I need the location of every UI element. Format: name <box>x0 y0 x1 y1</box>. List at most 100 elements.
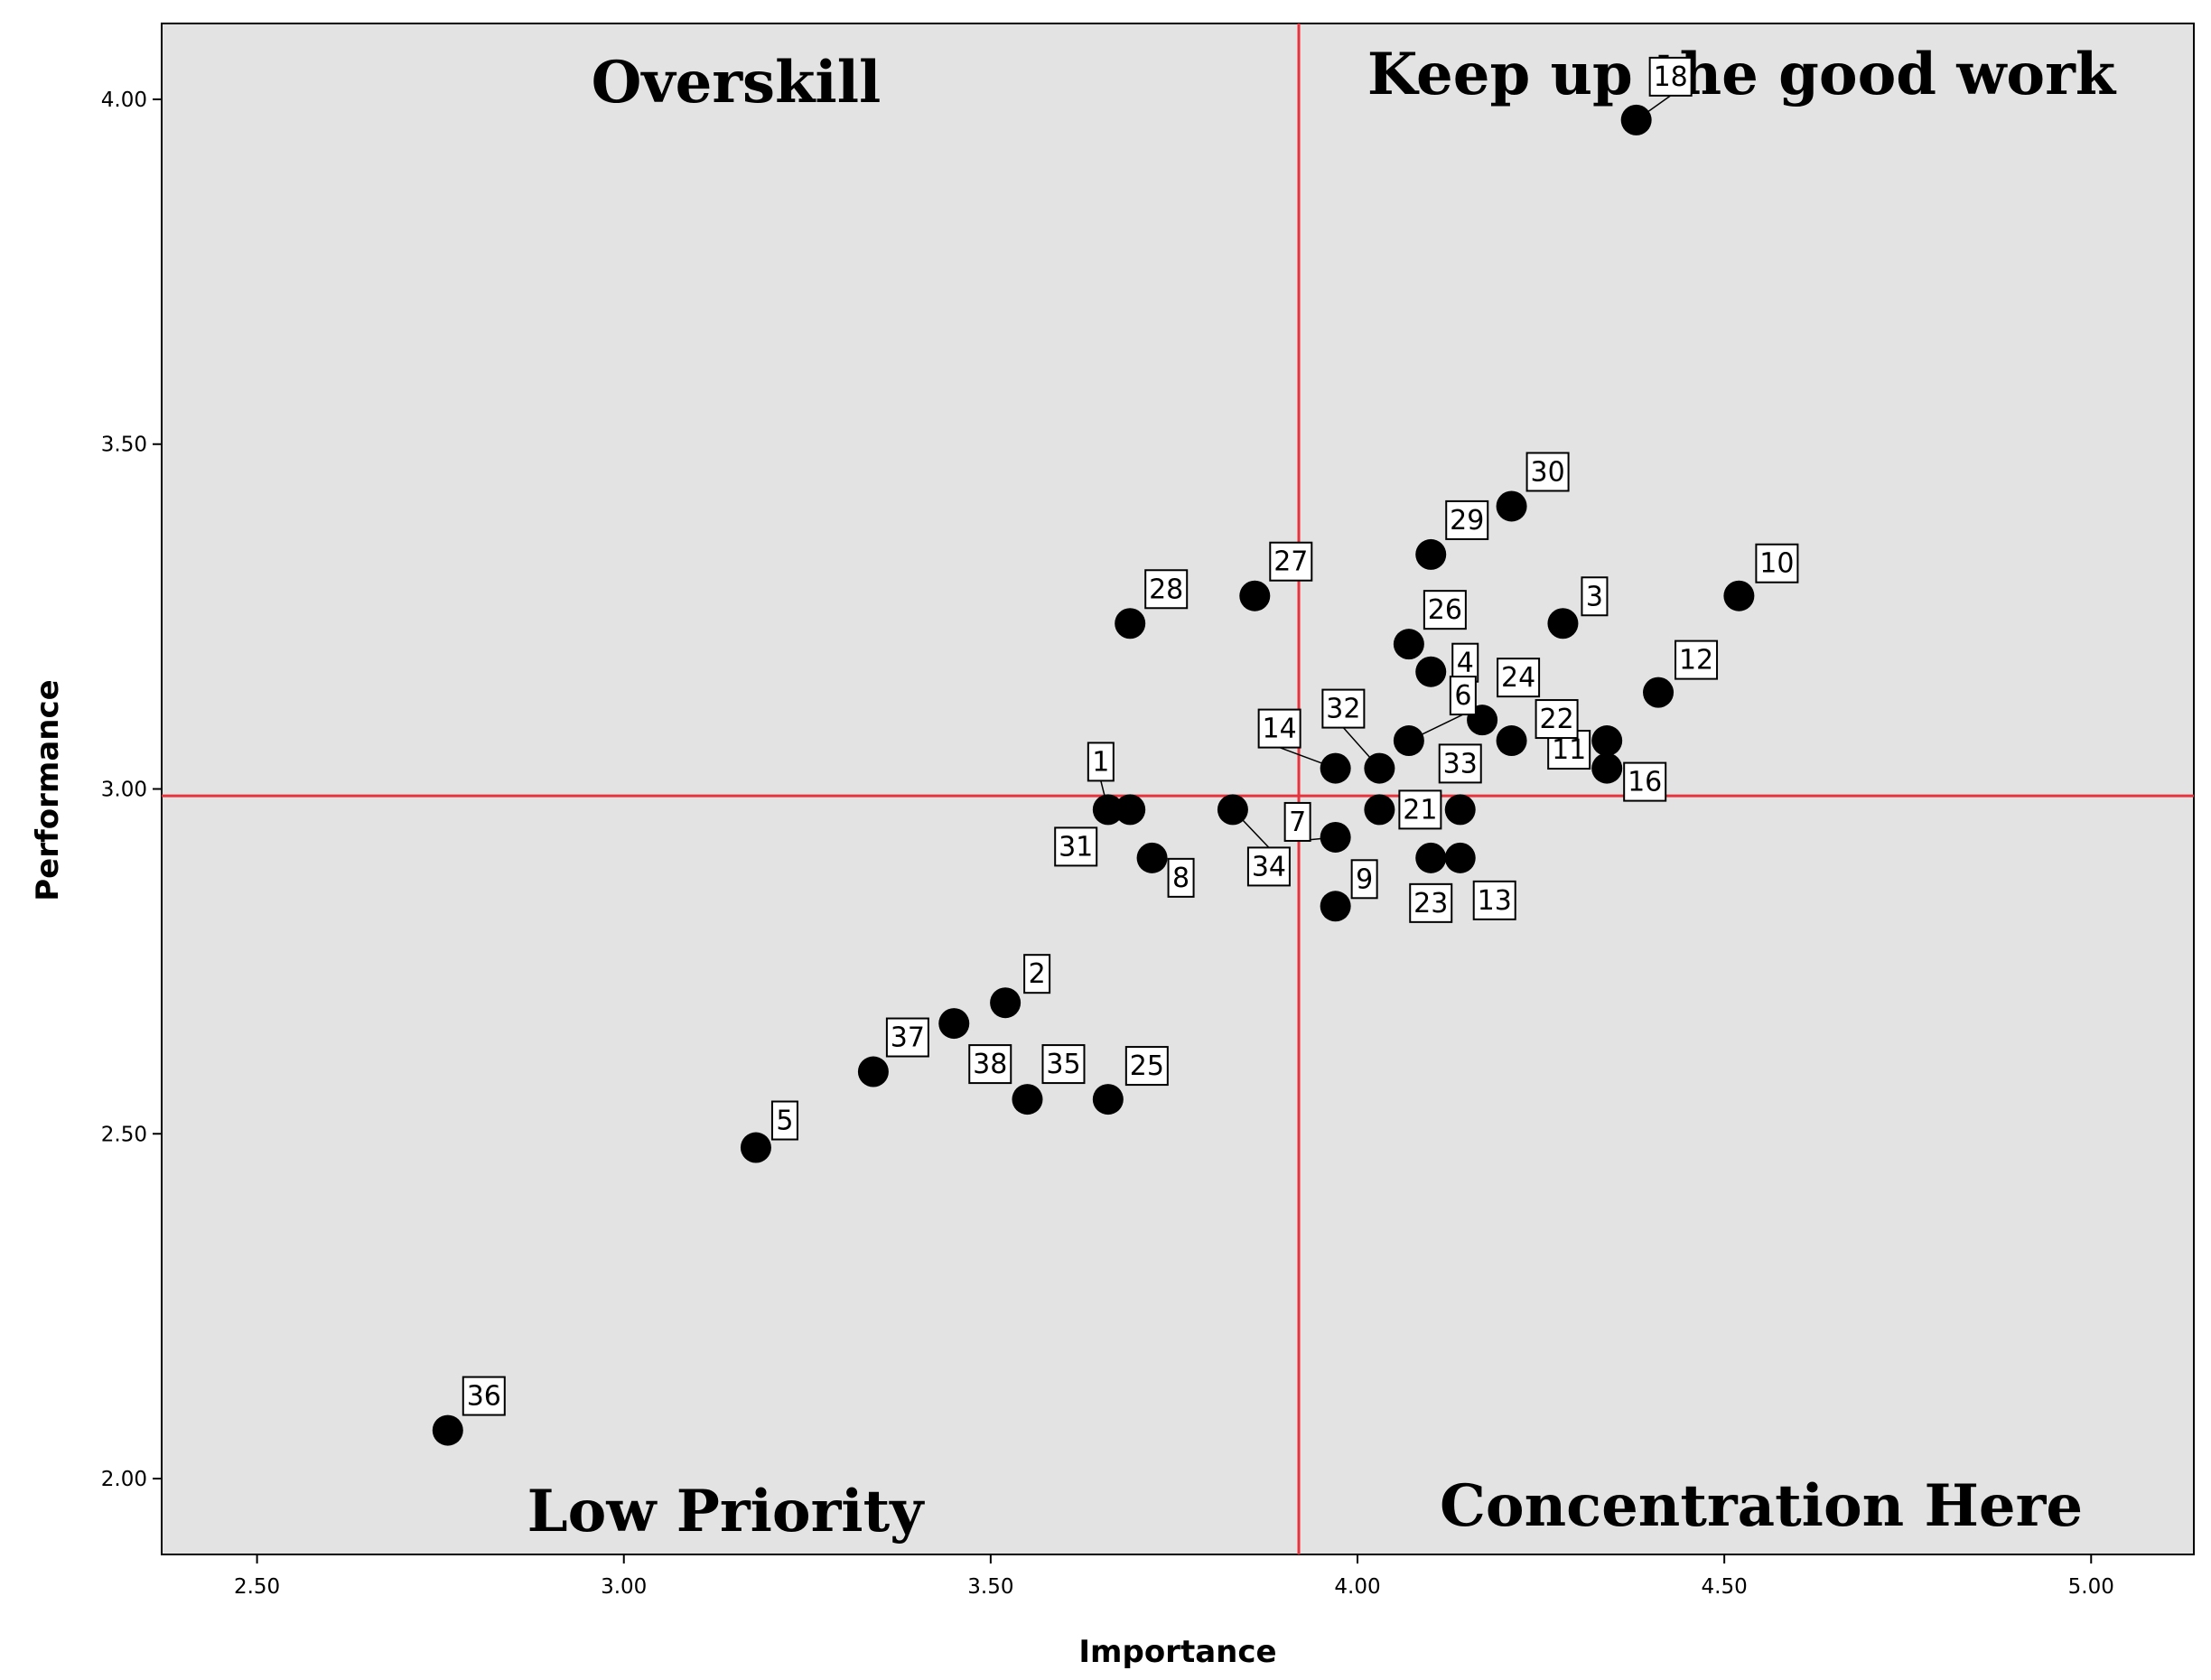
quadrant-label-concentration: Concentration Here <box>1440 1472 2083 1540</box>
point-label-text: 35 <box>1046 1049 1080 1080</box>
point-label-text: 10 <box>1759 548 1794 580</box>
point-label-text: 8 <box>1172 863 1189 894</box>
data-point-27 <box>1239 580 1271 611</box>
point-label-box <box>1283 801 1311 842</box>
point-label-37: 37 <box>885 1017 929 1058</box>
y-axis: 2.00 2.50 3.00 3.50 4.00 <box>101 89 162 1491</box>
data-point-9 <box>1320 891 1351 922</box>
point-label-text: 22 <box>1539 704 1573 735</box>
point-label-text: 12 <box>1679 645 1713 677</box>
data-point-6 <box>1393 725 1424 757</box>
data-point-22 <box>1496 725 1527 757</box>
point-label-box <box>1246 846 1291 887</box>
point-label-text: 11 <box>1552 734 1586 766</box>
point-label-text: 37 <box>891 1022 925 1054</box>
point-label-text: 16 <box>1628 767 1662 798</box>
point-label-26: 26 <box>1423 590 1467 630</box>
point-label-3: 3 <box>1581 576 1609 617</box>
point-label-box <box>1144 569 1189 610</box>
data-point-12 <box>1643 677 1675 708</box>
data-point-29 <box>1415 538 1447 570</box>
point-label-36: 36 <box>462 1376 506 1416</box>
point-label-box <box>1041 1044 1086 1085</box>
point-label-1: 1 <box>1087 742 1115 782</box>
point-label-25: 25 <box>1124 1046 1169 1087</box>
point-label-8: 8 <box>1167 857 1195 898</box>
point-label-text: 13 <box>1478 885 1512 917</box>
point-label-box <box>885 1017 929 1058</box>
point-label-text: 5 <box>776 1106 793 1137</box>
point-label-23: 23 <box>1409 882 1453 923</box>
point-label-box <box>462 1376 506 1416</box>
point-label-32: 32 <box>1321 688 1366 729</box>
point-label-text: 25 <box>1130 1050 1164 1082</box>
point-label-box <box>1257 708 1301 749</box>
quadrant-label-overskill: Overskill <box>592 49 882 117</box>
x-tick-label: 5.00 <box>2068 1575 2114 1599</box>
point-label-box <box>1167 857 1195 898</box>
point-label-6: 6 <box>1449 676 1477 716</box>
point-label-box <box>1581 576 1609 617</box>
point-label-text: 34 <box>1252 851 1286 882</box>
point-label-box <box>1472 880 1516 920</box>
data-point-4 <box>1415 656 1447 687</box>
point-label-34: 34 <box>1246 846 1291 887</box>
data-point-32 <box>1364 752 1395 784</box>
point-label-text: 36 <box>467 1381 501 1413</box>
point-label-box <box>1648 56 1693 97</box>
point-label-9: 9 <box>1350 859 1378 900</box>
point-label-12: 12 <box>1675 639 1719 680</box>
point-label-box <box>1269 541 1313 582</box>
point-label-text: 9 <box>1356 863 1373 895</box>
point-label-box <box>1124 1046 1169 1087</box>
point-label-text: 30 <box>1530 456 1564 488</box>
point-label-box <box>1054 826 1098 867</box>
point-label-24: 24 <box>1497 658 1541 698</box>
data-point-35 <box>1012 1084 1043 1115</box>
y-tick-label: 2.00 <box>101 1468 147 1491</box>
data-point-7 <box>1320 821 1351 853</box>
point-label-text: 28 <box>1149 574 1183 605</box>
point-label-box <box>1398 789 1442 830</box>
point-label-22: 22 <box>1535 699 1579 740</box>
point-label-box <box>1423 590 1467 630</box>
point-label-text: 6 <box>1454 680 1471 712</box>
y-tick-label: 2.50 <box>101 1123 147 1146</box>
x-tick-label: 3.00 <box>601 1575 647 1599</box>
data-point-2 <box>990 987 1022 1019</box>
data-point-26 <box>1393 629 1424 660</box>
quadrant-label-low-priority: Low Priority <box>527 1478 926 1545</box>
x-axis: 2.50 3.00 3.50 4.00 4.50 5.00 <box>234 1554 2114 1599</box>
data-point-3 <box>1547 608 1579 639</box>
point-label-5: 5 <box>770 1100 798 1141</box>
point-label-box <box>1023 954 1051 994</box>
point-label-box <box>1409 882 1453 923</box>
point-label-box <box>968 1044 1012 1085</box>
point-label-text: 7 <box>1289 807 1306 838</box>
point-label-text: 31 <box>1059 831 1093 863</box>
point-label-35: 35 <box>1041 1044 1086 1085</box>
point-label-box <box>1451 642 1479 683</box>
data-point-36 <box>432 1414 463 1446</box>
data-point-33 <box>1444 794 1476 826</box>
point-label-text: 3 <box>1586 581 1603 612</box>
point-label-30: 30 <box>1525 452 1570 492</box>
point-label-text: 23 <box>1413 888 1448 919</box>
y-tick-label: 3.50 <box>101 434 147 457</box>
point-label-10: 10 <box>1755 543 1799 583</box>
y-tick-label: 3.00 <box>101 779 147 802</box>
point-label-2: 2 <box>1023 954 1051 994</box>
data-point-8 <box>1136 842 1168 873</box>
data-point-31 <box>1115 794 1146 826</box>
point-label-text: 24 <box>1501 662 1535 694</box>
point-label-text: 18 <box>1654 61 1688 93</box>
y-tick-label: 4.00 <box>101 89 147 112</box>
point-label-text: 33 <box>1443 748 1478 779</box>
point-label-text: 14 <box>1263 714 1297 745</box>
x-tick-label: 4.00 <box>1334 1575 1380 1599</box>
point-label-4: 4 <box>1451 642 1479 683</box>
data-point-30 <box>1496 490 1527 522</box>
point-label-27: 27 <box>1269 541 1313 582</box>
data-point-10 <box>1723 580 1755 611</box>
